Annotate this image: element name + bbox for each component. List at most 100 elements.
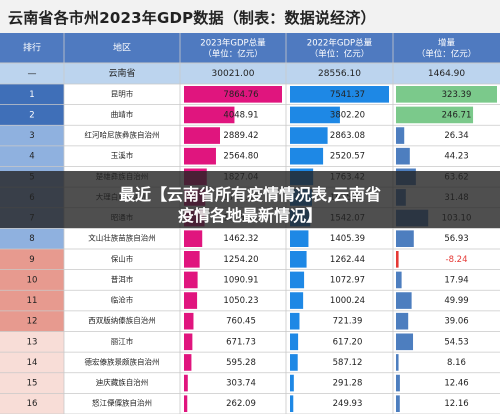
- row-2-gdp-2023: 4048.91: [223, 110, 258, 120]
- row-2-increase: 246.71: [442, 110, 472, 120]
- row-3-bar-2023: [184, 127, 221, 144]
- row-14-bg: [0, 352, 500, 373]
- row-11-increase: 49.99: [444, 296, 468, 306]
- row-2-bar-2022: [290, 106, 340, 124]
- row-14-rank: 14: [27, 358, 38, 368]
- overlay-line-1: 最近【云南省所有疫情情况表,云南省: [118, 185, 382, 204]
- row-12-bar-2022: [290, 312, 300, 330]
- row-4-bar-2022: [290, 147, 324, 165]
- row-8-gdp-2022: 1405.39: [330, 234, 365, 244]
- row-9-bar-2023: [184, 251, 200, 268]
- row-16-region: 怒江傈僳族自治州: [92, 398, 152, 408]
- row-1-rank: 1: [29, 90, 34, 100]
- row-14-gdp-2022: 587.12: [333, 358, 363, 368]
- row-8-rank: 8: [29, 234, 34, 244]
- row-9-rank-cell: [0, 249, 64, 270]
- row-13-bg: [0, 331, 500, 353]
- row-3-bar-2022: [290, 127, 328, 144]
- chart-title: 云南省各市州2023年GDP数据（制表：数据说经济）: [8, 9, 376, 27]
- row-3-gdp-2022: 2863.08: [330, 131, 365, 141]
- row-11-region: 临沧市: [111, 295, 134, 305]
- row-1-bar-increase: [396, 86, 497, 103]
- row-11-gdp-2023: 1050.23: [223, 296, 258, 306]
- row-2-bar-increase: [396, 106, 474, 124]
- row-8-bar-increase: [396, 230, 414, 247]
- row-16-rank: 16: [27, 399, 38, 409]
- column-header-3: 2023年GDP总量: [200, 38, 266, 49]
- row-10-bar-2022: [290, 271, 305, 289]
- row-4-increase: 44.23: [444, 152, 468, 162]
- column-header-1: 排行: [23, 42, 41, 54]
- row-13-bar-2022: [290, 333, 299, 351]
- row-1-region: 昆明市: [111, 88, 134, 98]
- row-8-increase: 56.93: [444, 234, 468, 244]
- row-10-bg: [0, 269, 500, 291]
- row-4-gdp-2023: 2564.80: [223, 152, 258, 162]
- row-11-bar-2022: [290, 292, 304, 309]
- row-14-region: 德宏傣族景颇族自治州: [85, 356, 160, 366]
- row-4-bg: [0, 145, 500, 167]
- row-16-increase: 12.16: [444, 399, 468, 409]
- row-1-increase: 323.39: [442, 90, 472, 100]
- row-8-rank-cell: [0, 228, 64, 249]
- row-3-bg: [0, 125, 500, 146]
- row-12-increase: 39.06: [444, 317, 468, 327]
- row-1-gdp-2022: 7541.37: [330, 90, 365, 100]
- row-10-rank: 10: [27, 275, 38, 285]
- row-4-region: 玉溪市: [111, 150, 134, 160]
- province-gdp-2023: 30021.00: [212, 69, 255, 79]
- row-9-increase: -8.24: [446, 255, 468, 265]
- row-15-bg: [0, 372, 500, 394]
- row-3-gdp-2023: 2889.42: [223, 131, 258, 141]
- row-12-bar-increase: [396, 312, 409, 330]
- row-11-rank: 11: [27, 296, 38, 306]
- row-15-rank: 15: [27, 379, 38, 389]
- row-9-rank: 9: [29, 255, 34, 265]
- row-16-gdp-2023: 262.09: [226, 399, 256, 409]
- row-10-rank-cell: [0, 269, 64, 291]
- row-8-bg: [0, 228, 500, 249]
- column-header-4: 2022年GDP总量: [307, 38, 373, 49]
- row-2-bg: [0, 104, 500, 126]
- row-13-gdp-2023: 671.73: [226, 337, 256, 347]
- row-8-bar-2022: [290, 230, 309, 247]
- province-row: [0, 63, 500, 84]
- title-bar: 云南省各市州2023年GDP数据（制表：数据说经济）: [0, 0, 500, 34]
- province-rank: —: [28, 69, 37, 79]
- row-1-bar-2023: [184, 86, 282, 103]
- row-10-gdp-2023: 1090.91: [223, 275, 258, 285]
- row-12-rank: 12: [27, 317, 38, 327]
- province-region: 云南省: [108, 67, 135, 79]
- row-13-gdp-2022: 617.20: [333, 337, 363, 347]
- row-11-bar-2023: [184, 292, 198, 309]
- row-10-gdp-2022: 1072.97: [330, 275, 365, 285]
- row-3-increase: 26.34: [444, 131, 468, 141]
- province-increase: 1464.90: [428, 69, 465, 79]
- row-2-gdp-2022: 3802.20: [330, 110, 365, 120]
- row-10-increase: 17.94: [444, 275, 468, 285]
- row-1-rank-cell: [0, 84, 64, 105]
- row-16-gdp-2022: 249.93: [333, 399, 363, 409]
- row-1-gdp-2023: 7864.76: [223, 90, 258, 100]
- row-9-region: 保山市: [111, 253, 134, 263]
- row-8-gdp-2023: 1462.32: [223, 234, 258, 244]
- row-15-gdp-2022: 291.28: [333, 379, 363, 389]
- row-14-bar-2023: [184, 354, 192, 371]
- row-14-gdp-2023: 595.28: [226, 358, 256, 368]
- row-4-bar-2023: [184, 147, 216, 165]
- row-10-bar-increase: [396, 271, 402, 289]
- row-9-bar-2022: [290, 251, 307, 268]
- row-1-bar-2022: [290, 86, 389, 103]
- row-15-bar-2023: [184, 374, 188, 392]
- header-row: [0, 33, 500, 63]
- row-16-bar-increase: [396, 395, 400, 412]
- row-11-bg: [0, 290, 500, 311]
- row-3-rank: 3: [29, 131, 34, 141]
- row-12-region: 西双版纳傣族自治州: [88, 315, 156, 325]
- row-10-region: 普洱市: [111, 274, 134, 284]
- row-14-increase: 8.16: [447, 358, 466, 368]
- row-13-region: 丽江市: [111, 336, 134, 346]
- row-12-bar-2023: [184, 312, 194, 330]
- row-9-gdp-2022: 1262.44: [330, 255, 365, 265]
